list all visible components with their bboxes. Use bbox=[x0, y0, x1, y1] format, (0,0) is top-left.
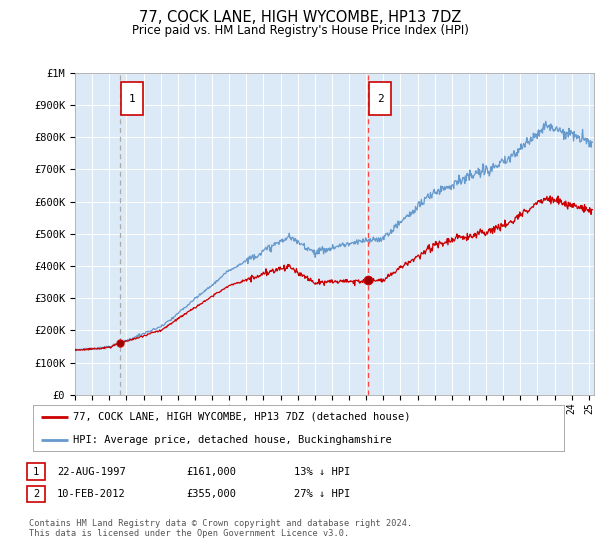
Text: £161,000: £161,000 bbox=[186, 466, 236, 477]
Text: 10-FEB-2012: 10-FEB-2012 bbox=[57, 489, 126, 499]
Text: 27% ↓ HPI: 27% ↓ HPI bbox=[294, 489, 350, 499]
Text: £355,000: £355,000 bbox=[186, 489, 236, 499]
Text: 1: 1 bbox=[33, 466, 39, 477]
FancyBboxPatch shape bbox=[121, 82, 143, 115]
Text: 77, COCK LANE, HIGH WYCOMBE, HP13 7DZ: 77, COCK LANE, HIGH WYCOMBE, HP13 7DZ bbox=[139, 10, 461, 25]
Text: 2: 2 bbox=[33, 489, 39, 499]
Text: 22-AUG-1997: 22-AUG-1997 bbox=[57, 466, 126, 477]
Text: Price paid vs. HM Land Registry's House Price Index (HPI): Price paid vs. HM Land Registry's House … bbox=[131, 24, 469, 36]
FancyBboxPatch shape bbox=[370, 82, 391, 115]
Text: 13% ↓ HPI: 13% ↓ HPI bbox=[294, 466, 350, 477]
Text: HPI: Average price, detached house, Buckinghamshire: HPI: Average price, detached house, Buck… bbox=[73, 435, 392, 445]
Text: 2: 2 bbox=[377, 94, 384, 104]
Text: 1: 1 bbox=[129, 94, 136, 104]
Text: Contains HM Land Registry data © Crown copyright and database right 2024.
This d: Contains HM Land Registry data © Crown c… bbox=[29, 519, 412, 538]
Text: 77, COCK LANE, HIGH WYCOMBE, HP13 7DZ (detached house): 77, COCK LANE, HIGH WYCOMBE, HP13 7DZ (d… bbox=[73, 412, 410, 422]
